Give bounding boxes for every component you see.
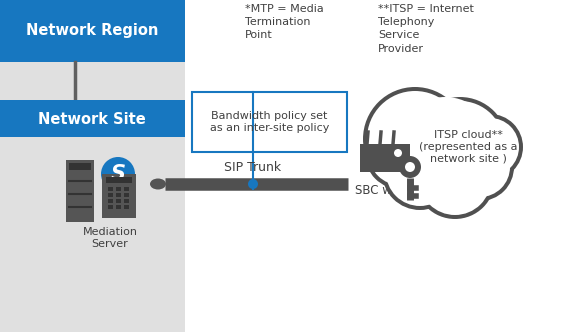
FancyBboxPatch shape	[124, 193, 129, 197]
Circle shape	[394, 149, 402, 157]
FancyBboxPatch shape	[360, 160, 410, 172]
Circle shape	[369, 123, 431, 185]
Text: ITSP cloud**
(represented as a
network site ): ITSP cloud** (represented as a network s…	[419, 130, 517, 164]
FancyBboxPatch shape	[124, 199, 129, 203]
FancyBboxPatch shape	[108, 193, 113, 197]
FancyBboxPatch shape	[116, 205, 121, 209]
Circle shape	[405, 162, 415, 172]
FancyBboxPatch shape	[124, 205, 129, 209]
Circle shape	[386, 138, 454, 206]
Circle shape	[363, 87, 467, 191]
Circle shape	[461, 118, 519, 176]
Text: Mediation
Server: Mediation Server	[83, 227, 138, 249]
FancyBboxPatch shape	[124, 187, 129, 191]
Text: Bandwidth policy set
as an inter-site policy: Bandwidth policy set as an inter-site po…	[210, 111, 329, 133]
FancyBboxPatch shape	[66, 160, 94, 222]
Circle shape	[450, 137, 510, 197]
Circle shape	[415, 139, 495, 219]
Circle shape	[101, 157, 135, 191]
Circle shape	[382, 134, 458, 210]
FancyBboxPatch shape	[116, 193, 121, 197]
FancyBboxPatch shape	[116, 199, 121, 203]
Text: Network Site: Network Site	[38, 112, 146, 126]
FancyBboxPatch shape	[106, 177, 132, 183]
Text: S: S	[110, 164, 126, 184]
Circle shape	[457, 114, 523, 180]
Circle shape	[395, 97, 495, 197]
FancyBboxPatch shape	[108, 187, 113, 191]
Circle shape	[399, 156, 421, 178]
Text: Network Region: Network Region	[26, 24, 158, 39]
Circle shape	[446, 133, 514, 201]
Text: **ITSP = Internet
Telephony
Service
Provider: **ITSP = Internet Telephony Service Prov…	[378, 4, 474, 53]
FancyBboxPatch shape	[0, 100, 185, 137]
Text: SBC with MTP*: SBC with MTP*	[355, 184, 442, 197]
Circle shape	[416, 101, 504, 189]
Text: SIP Trunk: SIP Trunk	[224, 161, 282, 174]
FancyBboxPatch shape	[360, 144, 410, 162]
FancyBboxPatch shape	[108, 199, 113, 203]
FancyBboxPatch shape	[0, 0, 185, 62]
Text: *MTP = Media
Termination
Point: *MTP = Media Termination Point	[245, 4, 324, 41]
Circle shape	[419, 143, 491, 215]
FancyBboxPatch shape	[69, 163, 91, 170]
FancyBboxPatch shape	[0, 0, 185, 332]
FancyBboxPatch shape	[108, 205, 113, 209]
FancyBboxPatch shape	[116, 187, 121, 191]
FancyBboxPatch shape	[192, 92, 347, 152]
FancyBboxPatch shape	[102, 174, 136, 218]
Circle shape	[248, 179, 258, 189]
Circle shape	[367, 91, 463, 187]
Circle shape	[365, 119, 435, 189]
Circle shape	[412, 97, 508, 193]
Ellipse shape	[150, 179, 166, 190]
